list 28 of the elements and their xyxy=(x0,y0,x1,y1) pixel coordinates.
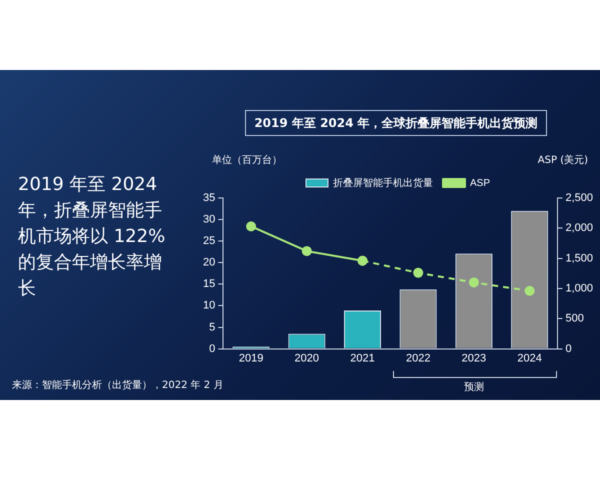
x-tick-label: 2019 xyxy=(238,352,264,364)
x-tick-label: 2022 xyxy=(406,352,430,364)
y-tick-label: 5 xyxy=(209,321,216,334)
x-tick-label: 2021 xyxy=(350,352,375,364)
y2-tick-label: 2,000 xyxy=(565,222,594,234)
source-note: 来源：智能手机分析（出货量），2022 年 2 月 xyxy=(12,378,224,392)
text: 预测 xyxy=(464,380,484,394)
legend-label: 折叠屏智能手机出货量 xyxy=(332,176,433,189)
y-axis-title: 单位（百万台） xyxy=(212,154,282,167)
y-tick-label: 15 xyxy=(202,278,216,290)
y-tick-label: 35 xyxy=(202,192,216,204)
chart-title: 2019 年至 2024 年，全球折叠屏智能手机出货预测 xyxy=(245,110,547,136)
x-tick-label: 2020 xyxy=(294,352,320,364)
y-tick-label: 10 xyxy=(202,300,216,312)
y-tick-label: 30 xyxy=(202,214,216,226)
y2-tick-label: 1,000 xyxy=(565,282,594,295)
y2-tick-label: 1,500 xyxy=(565,252,594,264)
y-tick-label: 0 xyxy=(209,342,216,355)
y2-tick-label: 500 xyxy=(565,312,584,325)
text: 2019 年至 2024 年，折叠屏智能手机市场将以 122% 的复合年增长率增长 xyxy=(18,173,166,301)
y2-tick-label: 0 xyxy=(565,342,572,355)
y-tick-label: 25 xyxy=(202,235,216,248)
y-tick-label: 20 xyxy=(202,256,216,269)
y2-tick-label: 2,500 xyxy=(565,192,594,204)
legend-label: ASP xyxy=(470,178,490,189)
x-tick-label: 2024 xyxy=(517,352,542,364)
y2-axis-title: ASP (美元) xyxy=(538,154,588,167)
x-tick-label: 2023 xyxy=(462,352,486,364)
